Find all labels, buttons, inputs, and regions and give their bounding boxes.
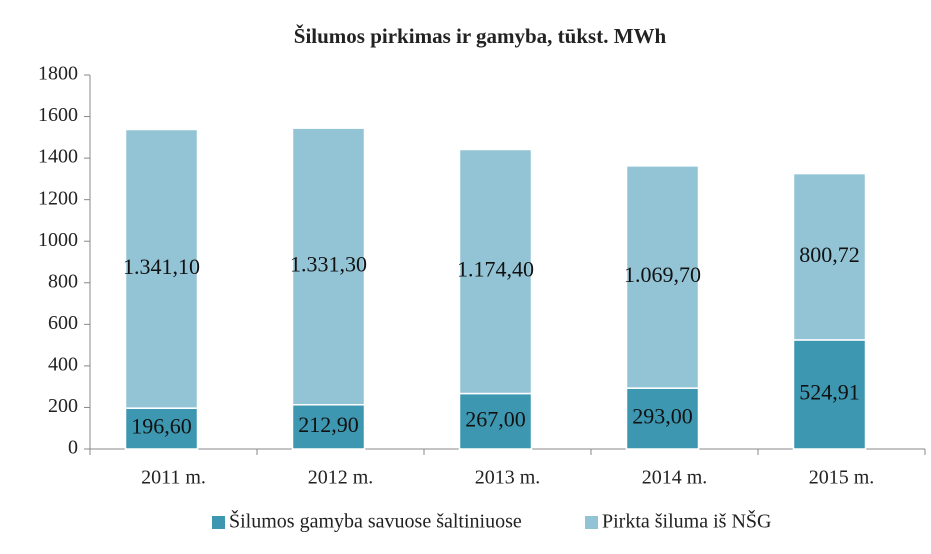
chart-title: Šilumos pirkimas ir gamyba, tūkst. MWh [294, 24, 667, 48]
x-tick-label: 2011 m. [141, 467, 206, 489]
y-tick-label: 1400 [38, 146, 78, 168]
bar-segment [625, 165, 700, 389]
legend-swatch [212, 516, 225, 529]
x-tick-label: 2015 m. [809, 467, 875, 489]
data-label: 267,00 [465, 406, 526, 431]
y-tick-label: 800 [48, 270, 78, 292]
y-tick-label: 0 [68, 437, 78, 459]
data-label: 196,60 [131, 414, 192, 439]
y-tick-label: 1000 [38, 229, 78, 251]
bar-segment [792, 339, 867, 450]
y-tick-label: 200 [48, 395, 78, 417]
data-label: 212,90 [298, 412, 359, 437]
legend-label: Pirkta šiluma iš NŠG [602, 509, 771, 533]
y-tick-label: 1200 [38, 187, 78, 209]
bar-segment [792, 172, 867, 341]
x-tick-label: 2014 m. [642, 467, 708, 489]
data-label: 293,00 [632, 404, 693, 429]
legend-label: Šilumos gamyba savuose šaltiniuose [229, 509, 522, 533]
data-label: 1.174,40 [457, 257, 534, 282]
bar-segment [124, 128, 199, 409]
data-label: 1.069,70 [624, 262, 701, 287]
y-tick-label: 400 [48, 353, 78, 375]
bar-segment [458, 148, 533, 395]
y-tick-label: 600 [48, 312, 78, 334]
bar-segment [291, 127, 366, 406]
bar-segment [458, 392, 533, 450]
x-tick-label: 2013 m. [475, 467, 541, 489]
x-tick-label: 2012 m. [308, 467, 374, 489]
legend-swatch [585, 516, 598, 529]
bar-segment [625, 387, 700, 450]
data-label: 1.341,10 [123, 254, 200, 279]
y-tick-label: 1600 [38, 104, 78, 126]
data-label: 524,91 [799, 380, 860, 405]
data-label: 1.331,30 [290, 252, 367, 277]
y-tick-label: 1800 [38, 63, 78, 85]
data-label: 800,72 [799, 242, 860, 267]
